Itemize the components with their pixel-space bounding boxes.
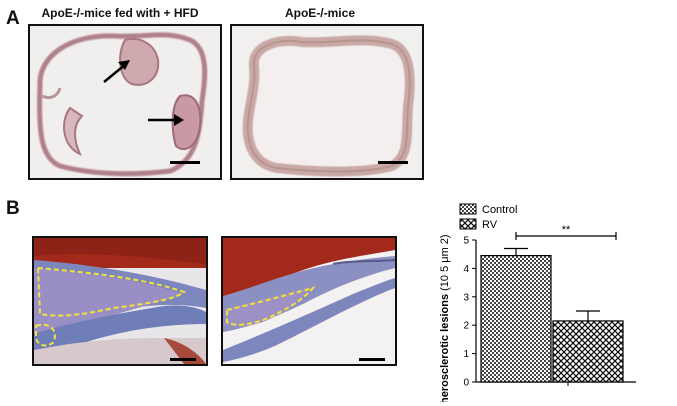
lesion-outline	[35, 323, 56, 347]
arrow-line-1	[103, 63, 127, 83]
lesion-bar-chart: 0 1 2 3 4 5 ** Control RV Atherosclerotic lesions…	[439, 203, 636, 402]
arrow-head-1	[118, 60, 130, 70]
scale-bar	[359, 358, 385, 361]
lesion-outline	[226, 286, 316, 326]
y-axis-label: Atherosclerotic lesions (10 5 μm 2)	[439, 234, 451, 402]
micrograph-apoe	[230, 24, 424, 180]
y-tick-label: 1	[463, 349, 469, 360]
panel-a-left-title: ApoE-/-mice fed with + HFD	[41, 6, 199, 20]
y-tick-label: 5	[463, 236, 469, 247]
y-axis-label-main: Atherosclerotic lesions	[439, 291, 451, 402]
scale-bar	[170, 161, 200, 164]
bar-control	[480, 255, 552, 383]
y-tick-label: 0	[463, 378, 469, 389]
y-tick-label: 2	[463, 321, 469, 332]
y-axis-label-unit: (10 5 μm 2)	[439, 234, 451, 290]
y-tick-label: 3	[463, 292, 469, 303]
scale-bar	[170, 358, 196, 361]
arrow-head-2	[174, 114, 184, 126]
bar-rv	[552, 320, 624, 383]
panel-b-letter: B	[6, 198, 20, 219]
legend-label-control: Control	[482, 204, 517, 216]
legend-swatch-rv	[459, 218, 477, 230]
legend-label-rv: RV	[482, 219, 498, 231]
legend-swatch-control	[459, 203, 477, 215]
micrograph-b-control	[32, 236, 208, 366]
panel-a-letter: A	[6, 8, 20, 29]
micrograph-apoe-hfd	[28, 24, 222, 180]
scale-bar	[378, 161, 408, 164]
micrograph-b-rv	[221, 236, 397, 366]
aortic-root-rv	[223, 238, 395, 362]
aorta-section-hfd	[37, 32, 208, 177]
aorta-section-normal	[242, 35, 415, 177]
aortic-root-control	[34, 238, 206, 364]
y-tick-label: 4	[463, 264, 469, 275]
panel-a-right-title: ApoE-/-mice	[284, 6, 355, 20]
significance-label: **	[562, 224, 571, 236]
